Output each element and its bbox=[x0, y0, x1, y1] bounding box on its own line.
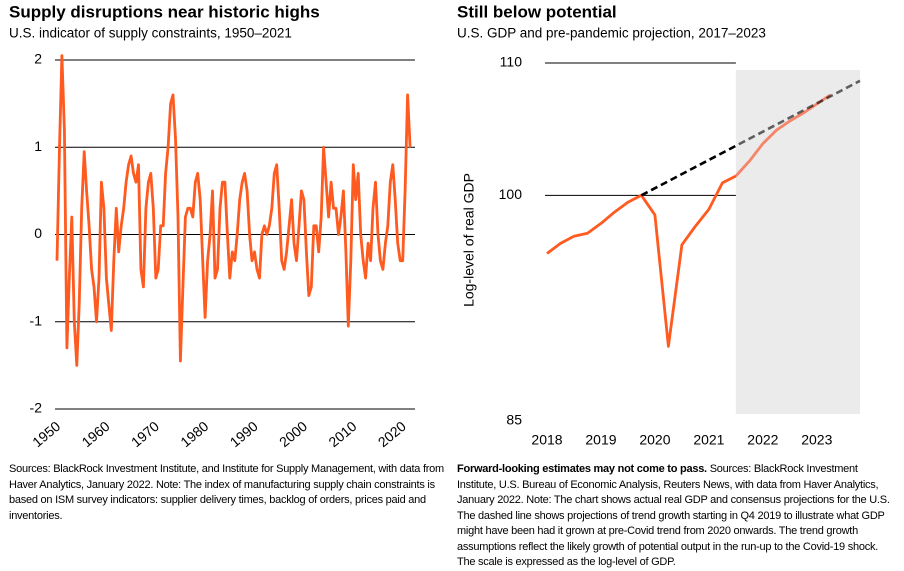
footnote: Forward-looking estimates may not come t… bbox=[457, 462, 897, 571]
x-tick-label: 2020 bbox=[375, 418, 409, 450]
x-tick-label: 1960 bbox=[79, 418, 113, 450]
y-tick-label: -1 bbox=[30, 312, 43, 328]
x-tick-label: 1980 bbox=[177, 418, 211, 450]
data-line bbox=[55, 54, 412, 367]
y-tick-label: 2 bbox=[34, 51, 42, 67]
x-tick-label: 2022 bbox=[747, 432, 778, 448]
x-tick-label: 1970 bbox=[128, 418, 162, 450]
x-tick-label: 2010 bbox=[325, 418, 359, 450]
x-tick-label: 2023 bbox=[801, 432, 832, 448]
x-tick-label: 2020 bbox=[639, 432, 670, 448]
x-tick-label: 1950 bbox=[29, 418, 63, 450]
data-line bbox=[640, 79, 861, 197]
footnote: Sources: BlackRock Investment Institute,… bbox=[9, 463, 444, 522]
chart-subtitle: U.S. indicator of supply constraints, 19… bbox=[9, 26, 292, 41]
footnote-text: Sources: BlackRock Investment Institute,… bbox=[457, 463, 890, 568]
x-tick-label: 1990 bbox=[227, 418, 261, 450]
chart-title: Supply disruptions near historic highs bbox=[9, 2, 320, 21]
x-tick-label: 2000 bbox=[276, 418, 310, 450]
charts: Supply disruptions near historic highs U… bbox=[9, 2, 861, 450]
disclaimer: Forward-looking estimates may not come t… bbox=[457, 463, 707, 475]
y-axis-label: Log-level of real GDP bbox=[461, 173, 477, 307]
forecast-shade bbox=[735, 70, 860, 414]
y-tick-label: 85 bbox=[506, 412, 522, 428]
x-tick-label: 2018 bbox=[531, 432, 562, 448]
data-line bbox=[546, 174, 737, 348]
y-tick-label: 1 bbox=[34, 138, 42, 154]
chart-subtitle: U.S. GDP and pre-pandemic projection, 20… bbox=[457, 26, 766, 41]
y-tick-label: 0 bbox=[34, 225, 42, 241]
y-tick-label: -2 bbox=[30, 400, 43, 416]
x-tick-label: 2019 bbox=[585, 432, 616, 448]
y-tick-label: 100 bbox=[499, 186, 523, 202]
data-line bbox=[734, 93, 832, 177]
chart-title: Still below potential bbox=[457, 2, 617, 21]
y-tick-label: 110 bbox=[500, 54, 523, 70]
x-tick-label: 2021 bbox=[693, 432, 724, 448]
